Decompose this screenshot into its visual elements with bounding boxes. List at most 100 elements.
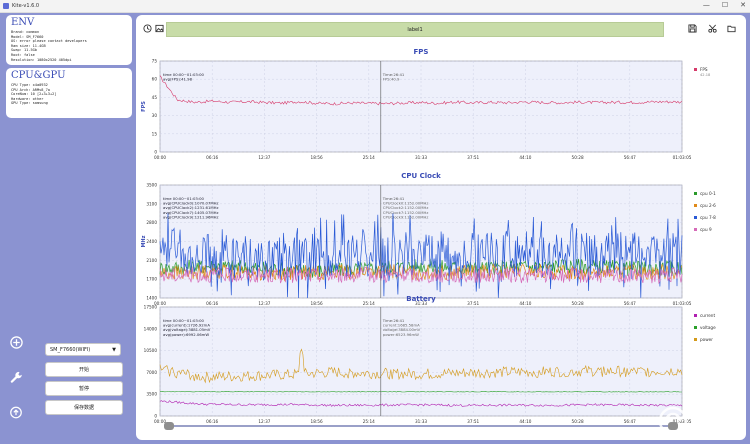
x-tick-label: 31:33 (415, 155, 427, 160)
cpugpu-line: CPU Type: x4a0932 (11, 83, 48, 87)
close-button[interactable]: ✕ (740, 1, 746, 9)
legend-label: cpu 7-8 (700, 215, 716, 220)
add-icon[interactable] (8, 334, 24, 350)
time-range-slider[interactable] (164, 422, 678, 430)
cursor-value: CPUClock9:1152.00MHz (383, 214, 429, 219)
clock-icon[interactable] (142, 23, 152, 33)
summary-annotation: avg(CPUClock2):1231.61MHz (163, 205, 219, 210)
series-line-cpu-9 (159, 266, 683, 285)
slider-handle-right[interactable] (668, 422, 678, 430)
legend-sub-value: 42.18 (700, 73, 711, 77)
summary-annotation: avg(FPS):41.98 (163, 77, 193, 82)
scissors-icon[interactable] (707, 23, 717, 33)
cursor-value: FPS:40.9 (383, 77, 400, 82)
y-tick-label: 2100 (146, 258, 157, 263)
env-line: Ram size: 11.4GB (11, 43, 46, 48)
x-tick-label: 31:33 (415, 301, 427, 306)
save-icon[interactable] (687, 23, 697, 33)
legend-label: cpu 0-1 (700, 191, 716, 196)
legend-swatch (694, 228, 697, 231)
series-line-FPS (159, 75, 683, 106)
pause-button[interactable]: 暂停 (45, 381, 123, 396)
y-axis-label: FPS (141, 101, 147, 112)
maximize-button[interactable]: ☐ (721, 1, 729, 9)
y-tick-label: 3500 (146, 183, 157, 188)
watermark-text: 生活 (692, 413, 740, 441)
wrench-icon[interactable] (8, 369, 24, 385)
x-tick-label: 00:00 (154, 155, 166, 160)
x-tick-label: 50:28 (572, 419, 584, 424)
series-line-current (159, 400, 683, 407)
cursor-value: CPUClock0:1152.00MHz (383, 201, 429, 206)
x-tick-label: 44:10 (519, 419, 531, 424)
image-icon[interactable] (154, 23, 164, 33)
folder-icon[interactable] (726, 23, 736, 33)
watermark-logo-icon (658, 406, 688, 436)
start-button[interactable]: 开始 (45, 362, 123, 377)
x-tick-label: 06:16 (206, 155, 218, 160)
x-tick-label: 56:47 (624, 419, 636, 424)
series-line-voltage (160, 391, 682, 393)
legend-label: voltage (700, 325, 716, 330)
y-tick-label: 2800 (146, 220, 157, 225)
x-tick-label: 50:28 (572, 155, 584, 160)
summary-annotation: avg(current):1726.92mA (163, 323, 210, 328)
slider-track[interactable] (166, 425, 676, 427)
chart-title: FPS (414, 48, 429, 56)
y-axis-label: MHz (141, 235, 147, 247)
legend-swatch (694, 314, 697, 317)
window-title: Kite-v1.6.0 (12, 3, 40, 9)
cpugpu-line: CoreNum: 10 [2+3+3+2] (11, 92, 57, 97)
legend-swatch (694, 326, 697, 329)
chart-1: CPU Clock 1400 1700 2100 2400 2800 3100 3500 00:… (141, 172, 716, 306)
slider-handle-left[interactable] (164, 422, 174, 430)
cpugpu-line: GPU Type: samsung (11, 101, 48, 106)
env-line: Root: false (11, 52, 35, 57)
y-tick-label: 14000 (144, 326, 158, 331)
y-tick-label: 17500 (144, 305, 158, 310)
env-line: Swap: 11.5Gb (11, 48, 37, 53)
cursor-time: Time:26:41 (382, 318, 405, 323)
x-tick-label: 00:00 (154, 419, 166, 424)
title-bar: Kite-v1.6.0 — ☐ ✕ (0, 0, 750, 13)
env-line: Model: SM_F7660 (11, 34, 44, 39)
y-tick-label: 2400 (146, 239, 157, 244)
y-tick-label: 75 (152, 59, 158, 64)
cursor-value: current:1685.58mA (383, 323, 420, 328)
cpu-gpu-card: CPU&GPU CPU Type: x4a0932 CPU Arch: ARMv8… (6, 68, 132, 118)
summary-annotation: avg(CPUClock0):1070.07MHz (163, 201, 219, 206)
x-tick-label: 37:51 (467, 301, 479, 306)
cursor-value: power:6523.96mW (383, 332, 419, 337)
upload-cloud-icon[interactable] (8, 404, 24, 420)
cpugpu-line: CPU Arch: ARMv8_7a (11, 87, 50, 92)
save-data-button[interactable]: 保存数据 (45, 400, 123, 415)
y-tick-label: 45 (152, 95, 158, 100)
x-tick-label: 01:03:05 (673, 419, 692, 424)
legend-label: FPS (700, 67, 708, 72)
x-tick-label: 25:14 (363, 155, 375, 160)
env-line: Resolution: 1080x2520 405dpi (11, 57, 72, 62)
summary-annotation: avg(power):6992.06mW (163, 332, 209, 337)
device-select-value: SM_F7660(WIFI) (50, 346, 91, 353)
device-select[interactable]: SM_F7660(WIFI) ▼ (45, 343, 121, 356)
series-line-cpu-7-8 (159, 212, 683, 299)
y-tick-label: 1400 (146, 296, 157, 301)
chart-title: CPU Clock (401, 172, 441, 180)
summary-annotation: avg(CPUClock9):1211.96MHz (163, 214, 219, 219)
x-tick-label: 25:14 (363, 301, 375, 306)
minimize-button[interactable]: — (702, 1, 710, 9)
summary-annotation: time 00:00~01:03:00 (163, 318, 205, 323)
y-tick-label: 60 (152, 77, 158, 82)
y-tick-label: 30 (152, 113, 158, 118)
legend-swatch (694, 192, 697, 195)
env-line: Brand: common (11, 30, 40, 34)
summary-annotation: avg(CPUClock7):1405.07MHz (163, 210, 219, 215)
chevron-down-icon: ▼ (112, 346, 116, 353)
plot-area (159, 306, 683, 417)
x-tick-label: 56:47 (624, 155, 636, 160)
y-tick-label: 3100 (146, 201, 157, 206)
cursor-value: voltage:3884.00mV (383, 327, 421, 332)
summary-annotation: avg(voltage):3881.05mV (163, 327, 211, 332)
x-tick-label: 37:51 (467, 155, 479, 160)
